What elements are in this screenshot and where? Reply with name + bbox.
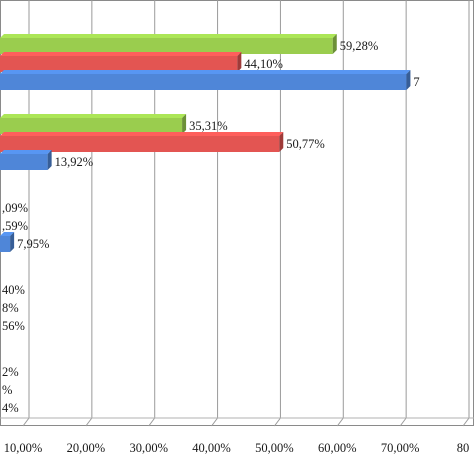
x-tick-label: 10,00% <box>4 441 43 455</box>
bar-end <box>182 114 187 134</box>
x-tick-label: 80 <box>457 441 470 455</box>
bar-end <box>237 52 242 72</box>
grid-line-floor <box>399 417 407 427</box>
bar <box>0 136 280 152</box>
bar-top <box>0 132 284 136</box>
data-label: 8% <box>2 301 19 315</box>
bar <box>0 236 11 252</box>
grid-line-floor <box>462 417 470 427</box>
data-label: 56% <box>2 319 25 333</box>
bar <box>0 74 407 90</box>
grid-line-floor <box>211 417 218 427</box>
x-tick-label: 40,00% <box>192 441 231 455</box>
bar <box>0 38 333 54</box>
bar-top <box>0 70 411 74</box>
bar-top <box>0 114 187 118</box>
x-tick-label: 60,00% <box>318 441 357 455</box>
data-labels-layer: 59,28% 44,10% 7 35,31% 50,77% 13,92% ,09% ,59% 7… <box>2 39 420 415</box>
bar-end <box>47 150 52 170</box>
data-label: 7,95% <box>17 237 49 251</box>
x-tick-label: 70,00% <box>381 441 420 455</box>
data-label: % <box>2 383 12 397</box>
bar-end <box>332 34 337 54</box>
x-axis-ticks: 10,00% 20,00% 30,00% 40,00% 50,00% 60,00% 70,0… <box>4 441 470 455</box>
data-label: 50,77% <box>286 137 325 151</box>
grid-line-floor <box>148 417 156 427</box>
data-label: 13,92% <box>55 155 94 169</box>
x-tick-label: 30,00% <box>129 441 168 455</box>
data-label: ,09% <box>2 201 28 215</box>
grid-line-floor <box>336 417 344 427</box>
bar-top <box>0 232 15 236</box>
bar-end <box>279 132 284 152</box>
bar-end <box>406 70 411 90</box>
data-label: 40% <box>2 283 25 297</box>
bar <box>0 56 238 72</box>
bar-top <box>0 150 52 154</box>
x-tick-label: 20,00% <box>67 441 106 455</box>
bar <box>0 118 183 134</box>
data-label: ,59% <box>2 219 28 233</box>
data-label: 2% <box>2 365 19 379</box>
grid-line-floor <box>22 417 30 427</box>
data-label: 44,10% <box>244 57 283 71</box>
data-label: 35,31% <box>189 119 228 133</box>
data-label: 7 <box>413 75 419 89</box>
bar <box>0 154 48 170</box>
bar-top <box>0 52 242 56</box>
grid-line-floor <box>274 417 281 427</box>
bars-layer <box>0 34 411 252</box>
grid-line-floor <box>85 417 93 427</box>
x-tick-label: 50,00% <box>255 441 294 455</box>
bar-top <box>0 34 337 38</box>
bar-end <box>10 232 15 252</box>
data-label: 4% <box>2 401 19 415</box>
data-label: 59,28% <box>340 39 379 53</box>
